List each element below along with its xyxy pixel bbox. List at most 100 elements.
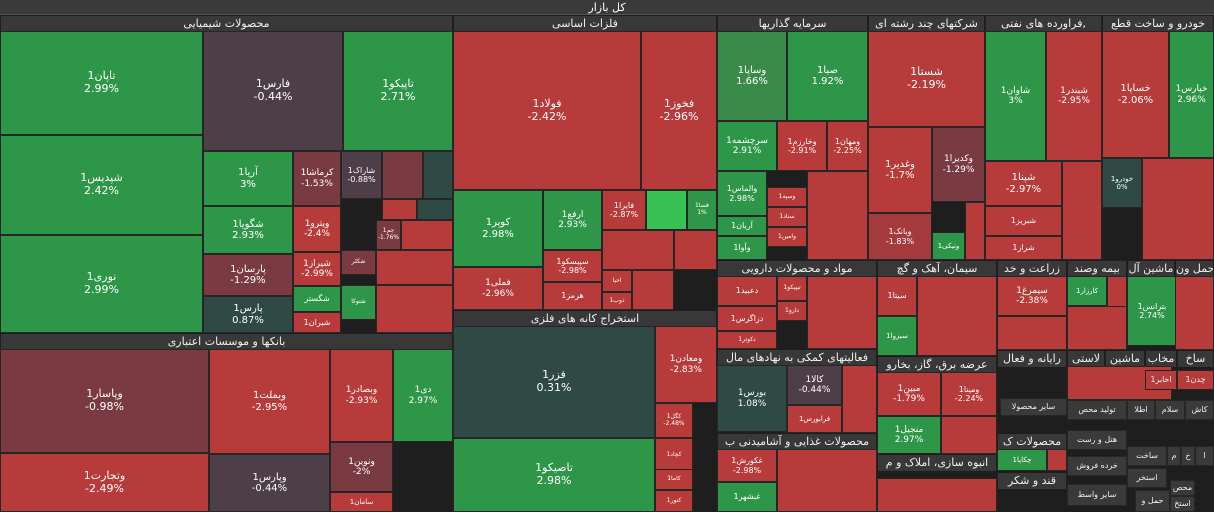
- tile-saye[interactable]: سایر محصولا: [1000, 398, 1067, 416]
- tile-unlabeled[interactable]: [965, 202, 985, 260]
- sector-title[interactable]: مواد و محصولات دارویی: [718, 261, 876, 277]
- tile-kenor[interactable]: کنور1: [655, 490, 693, 512]
- tile-shtoka[interactable]: شتوکا: [341, 285, 376, 320]
- tile-unlabeled[interactable]: [877, 478, 997, 512]
- tile-arya[interactable]: آریا1 3%: [203, 151, 293, 206]
- tile-shavan[interactable]: شاوان1 3%: [985, 31, 1046, 161]
- tile-mbin[interactable]: مبین1 -1.79%: [877, 372, 941, 416]
- tile-dey[interactable]: دی1 2.97%: [393, 349, 453, 442]
- tile-unlabeled[interactable]: [777, 449, 877, 512]
- tile-chadan[interactable]: چدن1: [1177, 370, 1214, 390]
- tile-faira[interactable]: فایرا1 -2.87%: [602, 190, 646, 230]
- tile-saman[interactable]: سامان1: [330, 492, 393, 512]
- sector-title[interactable]: عرضه برق، گاز، بخارو: [878, 357, 996, 373]
- tile-nouri[interactable]: نوری1 2.99%: [0, 235, 203, 333]
- tile-unlabeled[interactable]: [382, 151, 423, 199]
- tile-unlabeled[interactable]: [382, 199, 417, 220]
- sector-title[interactable]: فلزات اساسی: [454, 16, 716, 32]
- tile-unlabeled[interactable]: [602, 230, 674, 270]
- tile-ghshahr[interactable]: غبشهر1: [717, 482, 777, 512]
- tile-hotel[interactable]: هتل و رست: [1067, 430, 1127, 450]
- tile-sakht[interactable]: ساخت: [1127, 446, 1167, 466]
- tile-shina[interactable]: شپنا1 -2.97%: [985, 161, 1062, 206]
- tile-haml[interactable]: حمل و: [1135, 490, 1170, 512]
- tile-saba[interactable]: صبا1 1.92%: [787, 31, 868, 121]
- tile-shirzan[interactable]: شیران1: [293, 312, 341, 333]
- tile-vesapa[interactable]: وساپا1 1.66%: [717, 31, 787, 121]
- tile-unlabeled[interactable]: [1062, 161, 1102, 260]
- tile-farabors[interactable]: فرابورس1: [787, 405, 842, 433]
- tile-ghkorosh[interactable]: غکورش1 -2.98%: [717, 449, 777, 482]
- tile-fmeli[interactable]: فملی1 -2.96%: [453, 267, 543, 310]
- tile-vtejarat[interactable]: وتجارت1 -2.49%: [0, 453, 209, 512]
- tile-unlabeled[interactable]: [376, 250, 453, 285]
- sector-title[interactable]: حمل ون: [1176, 261, 1213, 277]
- tile-zob[interactable]: ذوب1: [602, 292, 632, 310]
- tile-mhs[interactable]: محص: [1170, 480, 1195, 496]
- tile-tapico[interactable]: تاپیکو1 2.71%: [343, 31, 453, 151]
- tile-shgoya[interactable]: شگویا1 2.93%: [203, 206, 293, 254]
- sector-title[interactable]: ماشین آل: [1128, 261, 1174, 277]
- tile-shbandar[interactable]: شبندر1 -2.95%: [1046, 31, 1102, 161]
- tile-fazr[interactable]: فزر1 0.31%: [453, 326, 655, 438]
- tile-jam[interactable]: جم1 -1.76%: [376, 220, 401, 250]
- tile-saye2[interactable]: سایر واسط: [1067, 484, 1127, 506]
- sector-title[interactable]: شرکتهای چند رشته ای: [869, 16, 984, 32]
- tile-shasta[interactable]: شستا1 -2.19%: [868, 31, 985, 127]
- tile-valmas[interactable]: والماس1 2.98%: [717, 171, 767, 216]
- sector-title[interactable]: بیمه وصند: [1068, 261, 1126, 277]
- tile-tapico2[interactable]: تاصیکو1 2.98%: [453, 438, 655, 512]
- sector-title[interactable]: استخراج کانه های فلزی: [454, 311, 716, 327]
- sector-title[interactable]: محصولات غذایی و آشامیدنی ب: [718, 434, 876, 450]
- tile-unlabeled[interactable]: [1067, 306, 1127, 350]
- tile-kh[interactable]: خ: [1181, 446, 1195, 466]
- sector-title[interactable]: رایانه و فعال: [998, 351, 1066, 367]
- tile-dzagros[interactable]: دزاگرس1: [717, 306, 777, 331]
- sector-title[interactable]: مخاب: [1146, 351, 1176, 367]
- sector-title[interactable]: محصولات ک: [998, 434, 1066, 450]
- tile-atla[interactable]: اطلا: [1127, 400, 1155, 420]
- tile-unlabeled[interactable]: [646, 190, 687, 230]
- tile-vava[interactable]: وآوا1: [717, 236, 767, 260]
- tile-khpars[interactable]: خپارس1 2.96%: [1169, 31, 1214, 158]
- tile-unlabeled[interactable]: [423, 151, 453, 199]
- tile-a[interactable]: ا: [1195, 446, 1214, 466]
- tile-unlabeled[interactable]: [674, 230, 717, 270]
- tile-khodro[interactable]: خودرو1 0%: [1102, 158, 1142, 208]
- tile-unlabeled[interactable]: [997, 316, 1067, 350]
- tile-shpdis[interactable]: شپدیس1 2.42%: [0, 135, 203, 235]
- tile-kermasha[interactable]: کرماشا1 -1.53%: [293, 151, 341, 206]
- tile-unlabeled[interactable]: [1175, 276, 1214, 350]
- tile-simorgh[interactable]: سیمرغ1 -2.38%: [997, 276, 1067, 316]
- tile-vbank[interactable]: وبانک1 -1.83%: [868, 213, 932, 260]
- tile-fsa[interactable]: فسا1 1%: [687, 190, 717, 230]
- tile-dkosar[interactable]: دکوثر1: [717, 331, 777, 349]
- tile-vbsader[interactable]: وبصادر1 -2.93%: [330, 349, 393, 442]
- tile-kharde[interactable]: خرده فروش: [1067, 456, 1127, 476]
- tile-shegostar[interactable]: شگستر: [293, 286, 341, 312]
- tile-karzar[interactable]: کارزار1: [1067, 276, 1107, 306]
- tile-unlabeled[interactable]: [376, 285, 453, 333]
- tile-unlabeled[interactable]: [807, 276, 877, 349]
- tile-btrans[interactable]: بترانس1 2.74%: [1127, 276, 1177, 346]
- tile-vmahan[interactable]: ومهان1 -2.25%: [827, 121, 868, 171]
- tile-vniki[interactable]: ونیکی1: [932, 232, 965, 260]
- tile-kchad[interactable]: کچاد1: [655, 438, 693, 473]
- tile-ahya[interactable]: احیا: [602, 270, 632, 292]
- tile-arfa[interactable]: ارفع1 2.93%: [543, 190, 602, 250]
- tile-unlabeled[interactable]: [401, 220, 453, 250]
- sector-title[interactable]: خودرو و ساخت قطع: [1103, 16, 1213, 32]
- tile-vamin[interactable]: وامین1: [767, 227, 807, 247]
- tile-unlabeled[interactable]: [917, 276, 997, 356]
- tile-unlabeled[interactable]: [417, 199, 453, 220]
- tile-shiraz[interactable]: شیراز1 -2.99%: [293, 252, 341, 286]
- tile-unlabeled[interactable]: [842, 365, 877, 433]
- tile-kgol[interactable]: کگل1 -2.48%: [655, 403, 693, 438]
- sector-title[interactable]: بانکها و موسسات اعتباری: [1, 334, 452, 350]
- tile-shbriz[interactable]: شبریز1: [985, 206, 1062, 236]
- tile-pars[interactable]: پارس1 0.87%: [203, 296, 293, 333]
- tile-shraz[interactable]: شراز1: [985, 236, 1062, 260]
- tile-astekh2[interactable]: استخ: [1170, 496, 1195, 512]
- tile-fars[interactable]: فارس1 -0.44%: [203, 31, 343, 151]
- tile-vnovin[interactable]: ونوین1 -2%: [330, 442, 393, 492]
